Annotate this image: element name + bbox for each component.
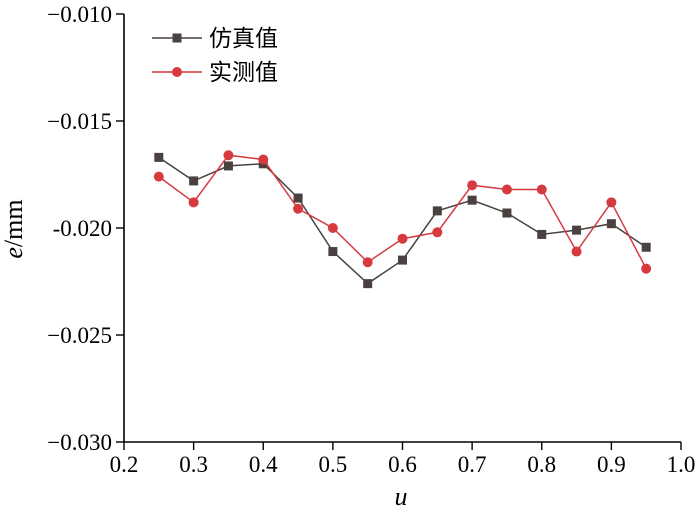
y-axis-title: e/mm: [0, 199, 28, 258]
y-tick-label: −0.010: [47, 2, 112, 27]
data-point-square: [572, 225, 582, 235]
x-axis-title: u: [395, 482, 408, 511]
data-point-circle: [188, 197, 199, 208]
data-point-circle: [641, 263, 652, 274]
data-point-circle: [327, 223, 338, 233]
data-point-circle: [571, 246, 582, 257]
data-point-square: [641, 242, 651, 252]
data-point-circle: [432, 227, 443, 238]
data-point-circle: [258, 154, 269, 165]
data-point-square: [467, 195, 477, 205]
y-tick-label: -0.020: [53, 216, 112, 241]
legend-swatch-square: [172, 33, 182, 43]
series-1: [154, 152, 651, 289]
x-tick-label: 0.8: [527, 452, 556, 477]
x-tick-label: 0.9: [597, 452, 626, 477]
data-point-circle: [606, 197, 617, 208]
legend-item: 仿真值: [152, 26, 278, 52]
data-point-square: [363, 279, 373, 289]
x-tick-label: 0.2: [110, 452, 139, 477]
y-tick-label: −0.030: [47, 430, 112, 455]
x-tick-label: 1.0: [667, 452, 696, 477]
axes: 0.2 0.3 0.4 0.5 0.6 0.7 0.8 0.9 1.0 −0.010 −0.015 -…: [47, 2, 695, 477]
legend-label: 仿真值: [209, 26, 278, 52]
data-point-square: [606, 219, 616, 229]
data-point-square: [398, 255, 407, 265]
data-point-square: [537, 229, 547, 239]
data-point-circle: [223, 150, 234, 161]
data-point-circle: [153, 171, 164, 182]
y-tick-label: −0.015: [47, 109, 112, 134]
data-point-circle: [536, 184, 547, 195]
data-point-square: [328, 247, 338, 257]
series-2: [153, 150, 652, 274]
data-point-circle: [397, 233, 408, 244]
data-point-square: [223, 161, 233, 171]
x-tick-label: 0.4: [249, 452, 278, 477]
x-tick-label: 0.6: [388, 452, 417, 477]
legend-label: 实测值: [209, 60, 278, 86]
data-point-square: [432, 206, 442, 216]
data-point-circle: [501, 184, 512, 195]
data-point-square: [154, 152, 164, 162]
data-point-circle: [362, 257, 373, 268]
legend-swatch-circle: [172, 67, 182, 77]
data-point-circle: [293, 203, 304, 214]
legend-item: 实测值: [152, 60, 278, 86]
data-point-square: [293, 193, 303, 203]
data-point-circle: [467, 180, 478, 191]
series-line: [158, 156, 647, 285]
data-point-square: [502, 208, 512, 218]
x-tick-label: 0.5: [319, 452, 348, 477]
series-layer: [153, 150, 652, 289]
y-tick-label: −0.025: [47, 323, 112, 348]
x-tick-label: 0.3: [179, 452, 208, 477]
data-point-square: [189, 176, 199, 186]
x-tick-label: 0.7: [458, 452, 487, 477]
